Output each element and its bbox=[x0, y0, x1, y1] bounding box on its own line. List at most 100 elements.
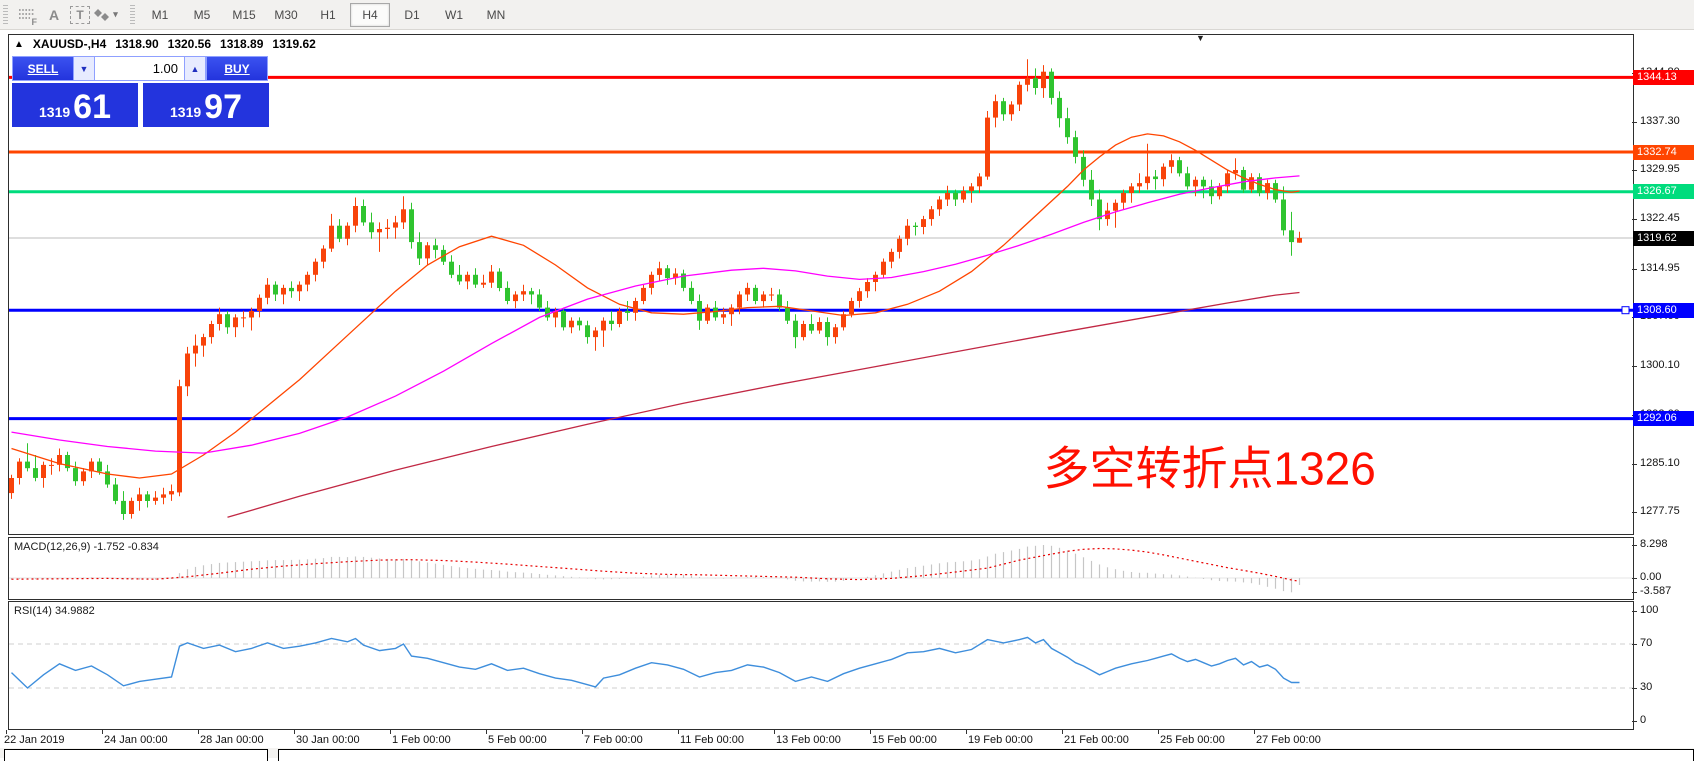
time-tick bbox=[1158, 730, 1159, 734]
tf-button-H1[interactable]: H1 bbox=[320, 7, 336, 22]
fibonacci-lines-icon[interactable]: F bbox=[14, 4, 38, 27]
macd-tick bbox=[1632, 592, 1637, 593]
tf-button-H4[interactable]: H4 bbox=[350, 2, 390, 27]
chart-shift-marker-icon[interactable]: ▼ bbox=[1196, 33, 1205, 43]
price-badge-1292.06: 1292.06 bbox=[1633, 411, 1694, 426]
tf-button-D1[interactable]: D1 bbox=[404, 7, 420, 22]
time-label: 13 Feb 00:00 bbox=[776, 734, 841, 746]
time-tick bbox=[1062, 730, 1063, 734]
price-tick bbox=[1632, 464, 1637, 465]
rsi-tick bbox=[1632, 721, 1637, 722]
macd-tick-label: 8.298 bbox=[1640, 538, 1668, 550]
bar-high: 1320.56 bbox=[167, 37, 212, 51]
macd-tick bbox=[1632, 545, 1637, 546]
main-chart-svg[interactable]: 多空转折点1326 bbox=[9, 35, 1633, 534]
rsi-label: RSI(14) 34.9882 bbox=[14, 605, 95, 617]
one-click-trading-panel: SELL ▼ ▲ BUY 1319 61 1319 97 bbox=[12, 56, 272, 127]
macd-tick-label: 0.00 bbox=[1640, 571, 1662, 583]
ocp-collapse-icon[interactable]: ▲ bbox=[14, 38, 24, 50]
time-tick bbox=[102, 730, 103, 734]
toolbar-grip[interactable] bbox=[3, 4, 8, 25]
fibonacci-lines-glyph bbox=[18, 9, 34, 19]
rsi-tick bbox=[1632, 611, 1637, 612]
price-tick bbox=[1632, 170, 1637, 171]
price-badge-1326.67: 1326.67 bbox=[1633, 184, 1694, 199]
tf-button-W1[interactable]: W1 bbox=[445, 7, 463, 22]
price-tick-label: 1322.45 bbox=[1640, 212, 1680, 224]
time-label: 21 Feb 00:00 bbox=[1064, 734, 1129, 746]
time-label: 15 Feb 00:00 bbox=[872, 734, 937, 746]
time-tick bbox=[486, 730, 487, 734]
sell-button[interactable]: SELL bbox=[12, 56, 74, 81]
time-label: 5 Feb 00:00 bbox=[488, 734, 547, 746]
price-tick-label: 1300.10 bbox=[1640, 359, 1680, 371]
price-tick-label: 1314.95 bbox=[1640, 262, 1680, 274]
time-label: 24 Jan 00:00 bbox=[104, 734, 168, 746]
text-label-tool-icon[interactable]: T bbox=[70, 5, 90, 24]
tf-button-M30[interactable]: M30 bbox=[274, 7, 298, 22]
tf-button-M15[interactable]: M15 bbox=[232, 7, 256, 22]
svg-text:多空转折点1326: 多空转折点1326 bbox=[1044, 443, 1376, 495]
rsi-tick bbox=[1632, 688, 1637, 689]
chart-symbol: XAUUSD-,H4 bbox=[32, 37, 107, 51]
arrows-tool-icon[interactable]: ▾ bbox=[94, 4, 118, 26]
price-badge-1332.74: 1332.74 bbox=[1633, 145, 1694, 160]
time-label: 22 Jan 2019 bbox=[4, 734, 65, 746]
tf-button-M1[interactable]: M1 bbox=[151, 7, 169, 22]
toolbar-grip-2[interactable] bbox=[130, 4, 135, 25]
bar-low: 1318.89 bbox=[220, 37, 264, 51]
price-badge-1319.62: 1319.62 bbox=[1633, 231, 1694, 246]
macd-svg[interactable] bbox=[9, 538, 1633, 599]
time-tick bbox=[774, 730, 775, 734]
sell-price-big: 61 bbox=[73, 88, 111, 126]
price-tick bbox=[1632, 366, 1637, 367]
background-window-2[interactable] bbox=[278, 749, 1694, 761]
rsi-tick-label: 0 bbox=[1640, 714, 1647, 726]
price-badge-1308.60: 1308.60 bbox=[1633, 303, 1694, 318]
time-label: 30 Jan 00:00 bbox=[296, 734, 360, 746]
tf-button-M5[interactable]: M5 bbox=[193, 7, 211, 22]
rsi-svg[interactable] bbox=[9, 602, 1633, 729]
time-label: 28 Jan 00:00 bbox=[200, 734, 264, 746]
price-tick bbox=[1632, 269, 1637, 270]
sell-quote[interactable]: 1319 61 bbox=[12, 83, 138, 127]
volume-up-button[interactable]: ▲ bbox=[185, 56, 206, 81]
arrows-tool-glyph bbox=[94, 8, 110, 21]
time-tick bbox=[294, 730, 295, 734]
time-label: 7 Feb 00:00 bbox=[584, 734, 643, 746]
time-label: 25 Feb 00:00 bbox=[1160, 734, 1225, 746]
time-tick bbox=[198, 730, 199, 734]
price-badge-1344.13: 1344.13 bbox=[1633, 70, 1694, 85]
price-tick bbox=[1632, 219, 1637, 220]
time-label: 27 Feb 00:00 bbox=[1256, 734, 1321, 746]
volume-input[interactable] bbox=[95, 56, 185, 81]
sell-price-small: 1319 bbox=[39, 104, 71, 120]
text-tool-icon[interactable]: A bbox=[48, 6, 60, 23]
price-tick-label: 1285.10 bbox=[1640, 457, 1680, 469]
bar-close: 1319.62 bbox=[272, 37, 316, 51]
time-tick bbox=[582, 730, 583, 734]
macd-tick bbox=[1632, 578, 1637, 579]
price-tick-label: 1329.95 bbox=[1640, 163, 1680, 175]
background-window-1[interactable] bbox=[4, 749, 268, 761]
fibonacci-letter: F bbox=[31, 16, 38, 27]
tf-button-MN[interactable]: MN bbox=[486, 7, 506, 22]
chart-header: ▲ XAUUSD-,H4 1318.90 1320.56 1318.89 131… bbox=[14, 37, 316, 51]
timeframe-group: M1 M5 M15 M30 H1 H4 D1 W1 MN bbox=[139, 2, 517, 27]
rsi-tick-label: 70 bbox=[1640, 637, 1653, 649]
time-tick bbox=[6, 730, 7, 734]
price-tick-label: 1277.75 bbox=[1640, 505, 1680, 517]
buy-price-big: 97 bbox=[204, 88, 242, 126]
time-tick bbox=[870, 730, 871, 734]
volume-down-button[interactable]: ▼ bbox=[74, 56, 95, 81]
buy-quote[interactable]: 1319 97 bbox=[143, 83, 269, 127]
time-tick bbox=[390, 730, 391, 734]
rsi-tick-label: 30 bbox=[1640, 681, 1653, 693]
time-label: 11 Feb 00:00 bbox=[680, 734, 745, 746]
time-tick bbox=[966, 730, 967, 734]
buy-button[interactable]: BUY bbox=[206, 56, 268, 81]
buy-price-small: 1319 bbox=[170, 104, 202, 120]
arrows-dropdown-caret[interactable]: ▾ bbox=[113, 9, 118, 19]
time-tick bbox=[1254, 730, 1255, 734]
top-toolbar: F A T ▾ M1 M5 M15 M30 H1 H4 D1 W1 MN bbox=[0, 0, 1694, 30]
